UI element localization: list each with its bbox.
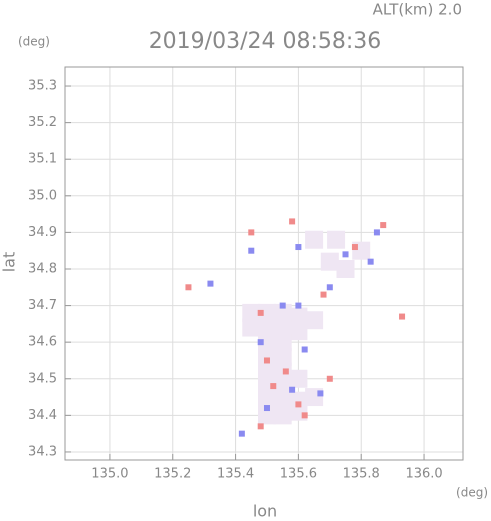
echo-point <box>305 311 324 330</box>
echo-point <box>273 318 292 337</box>
echo-point <box>263 357 270 364</box>
x-tick-label: 136.0 <box>405 467 442 482</box>
y-unit: (deg) <box>18 35 50 49</box>
annotation: ALT(km) 2.0 <box>373 1 462 19</box>
echo-point <box>257 303 276 322</box>
echo-point <box>207 280 214 287</box>
y-tick-label: 34.6 <box>28 335 57 350</box>
echo-point <box>248 247 255 254</box>
y-tick-label: 34.7 <box>28 298 57 313</box>
y-tick-label: 35.3 <box>28 79 57 94</box>
echo-point <box>282 368 289 375</box>
echo-point <box>273 303 292 322</box>
chart-title: 2019/03/24 08:58:36 <box>149 29 382 54</box>
y-tick-label: 35.0 <box>28 188 57 203</box>
echo-point <box>257 391 276 410</box>
echo-point <box>270 383 277 390</box>
x-tick-label: 135.4 <box>217 467 254 482</box>
echo-point <box>380 222 387 229</box>
echo-point <box>295 302 302 309</box>
echo-point <box>301 412 308 419</box>
echo-point <box>273 333 292 352</box>
echo-point <box>273 347 292 366</box>
echo-point <box>342 251 349 258</box>
y-tick-label: 34.3 <box>28 444 57 459</box>
echo-point <box>257 333 276 352</box>
x-unit: (deg) <box>456 486 488 500</box>
echo-point <box>326 284 333 291</box>
echo-point <box>295 244 302 251</box>
echo-point <box>373 229 380 236</box>
echo-point <box>273 406 292 425</box>
echo-point <box>273 377 292 396</box>
echo-point <box>289 322 308 341</box>
echo-point <box>185 284 192 291</box>
echo-point <box>320 291 327 298</box>
y-tick-label: 35.2 <box>28 115 57 130</box>
echo-point <box>351 244 358 251</box>
echo-point <box>257 406 276 425</box>
echo-point <box>242 303 261 322</box>
echo-point <box>327 230 346 249</box>
plot-frame <box>64 66 464 461</box>
y-tick-label: 35.1 <box>28 152 57 167</box>
x-tick-label: 135.6 <box>280 467 317 482</box>
x-tick-label: 135.8 <box>343 467 380 482</box>
y-tick-label: 34.9 <box>28 225 57 240</box>
echo-point <box>317 390 324 397</box>
echo-point <box>289 218 296 225</box>
x-tick-label: 135.2 <box>154 467 191 482</box>
echo-point <box>257 377 276 396</box>
echo-point <box>263 405 270 412</box>
y-axis-label: lat <box>0 252 19 273</box>
echo-point <box>305 230 324 249</box>
echo-point <box>257 362 276 381</box>
echo-point <box>289 307 308 326</box>
echo-point <box>295 401 302 408</box>
x-axis-label: lon <box>253 502 277 521</box>
echo-point <box>326 375 333 382</box>
echo-point <box>238 430 245 437</box>
echo-point <box>289 386 296 393</box>
echo-point <box>273 362 292 381</box>
echo-point <box>320 252 339 271</box>
echo-point <box>279 302 286 309</box>
echo-point <box>257 318 276 337</box>
echo-point <box>257 347 276 366</box>
echo-point <box>399 313 406 320</box>
echo-point <box>301 346 308 353</box>
echo-point <box>242 318 261 337</box>
echo-point <box>257 423 264 430</box>
echo-point <box>248 229 255 236</box>
x-tick-label: 135.0 <box>91 467 128 482</box>
echo-point <box>257 339 264 346</box>
y-tick-label: 34.4 <box>28 408 57 423</box>
y-tick-label: 34.8 <box>28 261 57 276</box>
echo-point <box>289 369 308 388</box>
y-tick-label: 34.5 <box>28 371 57 386</box>
echo-point <box>367 258 374 265</box>
echo-point <box>336 259 355 278</box>
echo-point <box>273 391 292 410</box>
echo-point <box>257 309 264 316</box>
